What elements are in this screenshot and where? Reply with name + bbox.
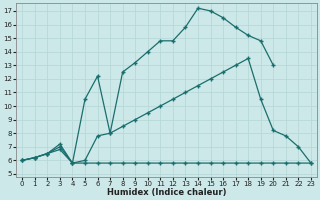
X-axis label: Humidex (Indice chaleur): Humidex (Indice chaleur) [107,188,226,197]
